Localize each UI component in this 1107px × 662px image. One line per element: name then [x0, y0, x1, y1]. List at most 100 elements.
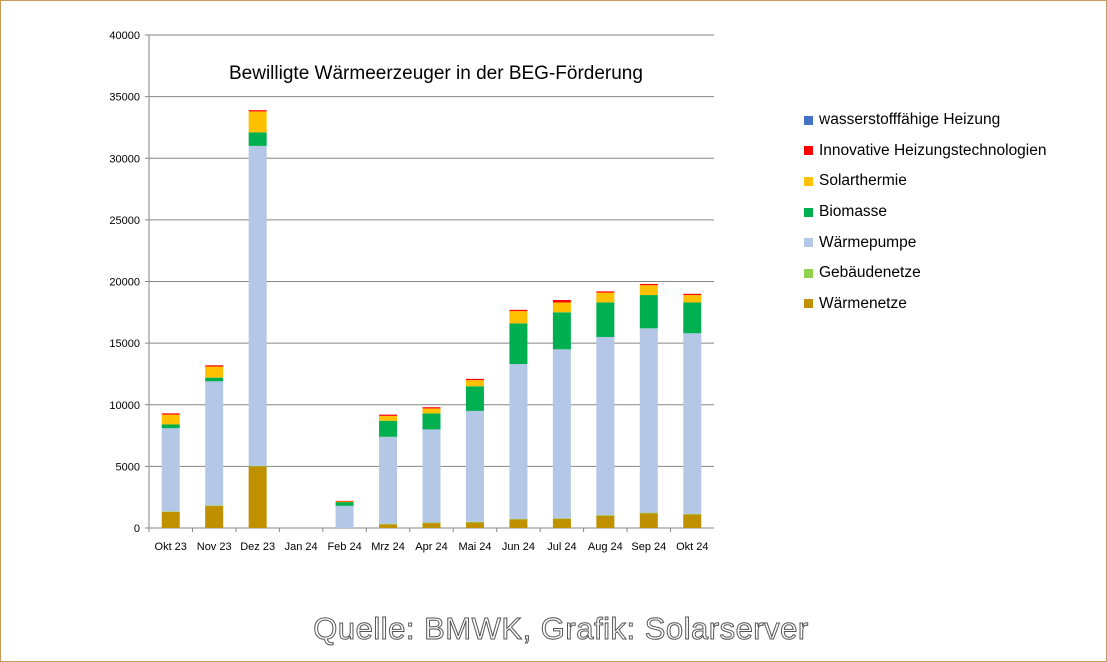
bar-segment-innovative-heizungstechnologien [422, 407, 441, 409]
legend-swatch [804, 115, 813, 125]
bar-segment-wärmepumpe [161, 428, 180, 512]
legend: wasserstofffähige Heizung Innovative Heiz… [804, 105, 1047, 319]
bar-segment-gebäudenetze [596, 515, 615, 516]
bar-segment-solarthermie [205, 366, 224, 378]
bar-segment-wärmepumpe [596, 336, 615, 516]
x-tick-label: Feb 24 [327, 541, 361, 553]
bar-segment-solarthermie [509, 311, 528, 324]
bar-segment-innovative-heizungstechnologien [465, 378, 484, 381]
bar-segment-gebäudenetze [465, 521, 484, 523]
bar-segment-solarthermie [248, 111, 267, 133]
y-tick-label: 40000 [109, 30, 140, 42]
bar-segment-solarthermie [335, 501, 354, 503]
legend-label: Innovative Heizungstechnologien [819, 141, 1047, 159]
bar-segment-wärmenetze [552, 518, 571, 528]
bar-segment-biomasse [422, 413, 441, 430]
bar-segment-wärmenetze [465, 522, 484, 528]
bar-segment-biomasse [683, 302, 702, 334]
bar-segment-wärmenetze [161, 511, 180, 528]
legend-swatch [804, 268, 813, 278]
bar-segment-wärmenetze [379, 524, 398, 528]
x-tick-label: Okt 24 [676, 541, 708, 553]
x-tick-label: Okt 23 [155, 541, 187, 553]
bar-segment-wärmepumpe [379, 436, 398, 524]
bar-segment-innovative-heizungstechnologien [379, 414, 398, 416]
x-tick-label: Nov 23 [197, 541, 232, 553]
legend-label: wasserstofffähige Heizung [819, 111, 1001, 129]
x-tick-label: Apr 24 [415, 541, 447, 553]
bar-segment-solarthermie [422, 408, 441, 414]
bar-segment-solarthermie [465, 380, 484, 387]
bar-segment-innovative-heizungstechnologien [683, 293, 702, 296]
bar-segment-wärmepumpe [335, 505, 354, 528]
y-tick-label: 20000 [109, 277, 140, 289]
y-tick-label: 10000 [109, 400, 140, 412]
bar-segment-wärmenetze [509, 519, 528, 528]
bar-segment-gebäudenetze [683, 513, 702, 515]
legend-item: Solarthermie [804, 166, 1047, 197]
bar-segment-wärmepumpe [422, 429, 441, 523]
bar-segment-innovative-heizungstechnologien [639, 283, 658, 286]
bar-segment-wärmenetze [596, 515, 615, 528]
bar-segment-solarthermie [596, 292, 615, 303]
bar-segment-biomasse [639, 295, 658, 329]
bar-segment-innovative-heizungstechnologien [161, 413, 180, 415]
bar-segment-gebäudenetze [422, 522, 441, 524]
bar-segment-gebäudenetze [509, 518, 528, 520]
x-tick-label: Mai 24 [458, 541, 491, 553]
bar-segment-innovative-heizungstechnologien [248, 110, 267, 112]
bar-segment-solarthermie [683, 295, 702, 303]
bar-segment-gebäudenetze [379, 523, 398, 525]
bar-segment-biomasse [596, 302, 615, 337]
legend-item: Gebäudenetze [804, 258, 1047, 289]
legend-swatch [804, 207, 813, 217]
x-tick-label: Jun 24 [502, 541, 535, 553]
x-tick-label: Sep 24 [631, 541, 666, 553]
bar-segment-wärmenetze [683, 514, 702, 528]
bar-segment-biomasse [248, 132, 267, 146]
bar-segment-biomasse [379, 420, 398, 437]
legend-item: Innovative Heizungstechnologien [804, 136, 1047, 167]
bar-segment-wärmepumpe [509, 364, 528, 519]
legend-item: Biomasse [804, 197, 1047, 228]
legend-label: Biomasse [819, 203, 888, 221]
bar-segment-wärmepumpe [639, 328, 658, 513]
bar-segment-wärmepumpe [552, 349, 571, 519]
chart-title: Bewilligte Wärmeerzeuger in der BEG-Förd… [229, 63, 643, 84]
legend-swatch [804, 299, 813, 309]
legend-label: Solarthermie [819, 172, 907, 190]
bar-segment-biomasse [465, 386, 484, 411]
legend-swatch [804, 238, 813, 248]
bar-segment-wärmepumpe [205, 381, 224, 506]
legend-item: Wärmenetze [804, 289, 1047, 320]
y-tick-label: 35000 [109, 92, 140, 104]
bar-segment-biomasse [509, 323, 528, 365]
x-tick-label: Aug 24 [588, 541, 623, 553]
legend-item: wasserstofffähige Heizung [804, 105, 1047, 136]
bar-segment-innovative-heizungstechnologien [205, 365, 224, 367]
bar-segment-innovative-heizungstechnologien [509, 309, 528, 312]
legend-label: Wärmepumpe [819, 233, 917, 251]
bar-segment-gebäudenetze [552, 518, 571, 519]
legend-label: Wärmenetze [819, 294, 907, 312]
bar-segment-innovative-heizungstechnologien [552, 299, 571, 303]
y-tick-label: 5000 [116, 461, 140, 473]
bar-segment-gebäudenetze [248, 465, 267, 467]
legend-swatch [804, 176, 813, 186]
bar-segment-wärmenetze [248, 466, 267, 528]
legend-item: Wärmepumpe [804, 227, 1047, 258]
bar-segment-biomasse [161, 424, 180, 429]
legend-swatch [804, 146, 813, 156]
bar-segment-solarthermie [552, 302, 571, 313]
bar-segment-gebäudenetze [639, 512, 658, 514]
bar-segment-innovative-heizungstechnologien [596, 291, 615, 293]
y-tick-label: 0 [134, 523, 140, 535]
bar-segment-wärmenetze [422, 523, 441, 528]
bar-segment-biomasse [552, 312, 571, 350]
bar-segment-gebäudenetze [161, 511, 180, 512]
bar-segment-solarthermie [161, 414, 180, 425]
bar-segment-innovative-heizungstechnologien [335, 500, 354, 502]
y-tick-label: 30000 [109, 153, 140, 165]
bar-segment-biomasse [335, 502, 354, 506]
